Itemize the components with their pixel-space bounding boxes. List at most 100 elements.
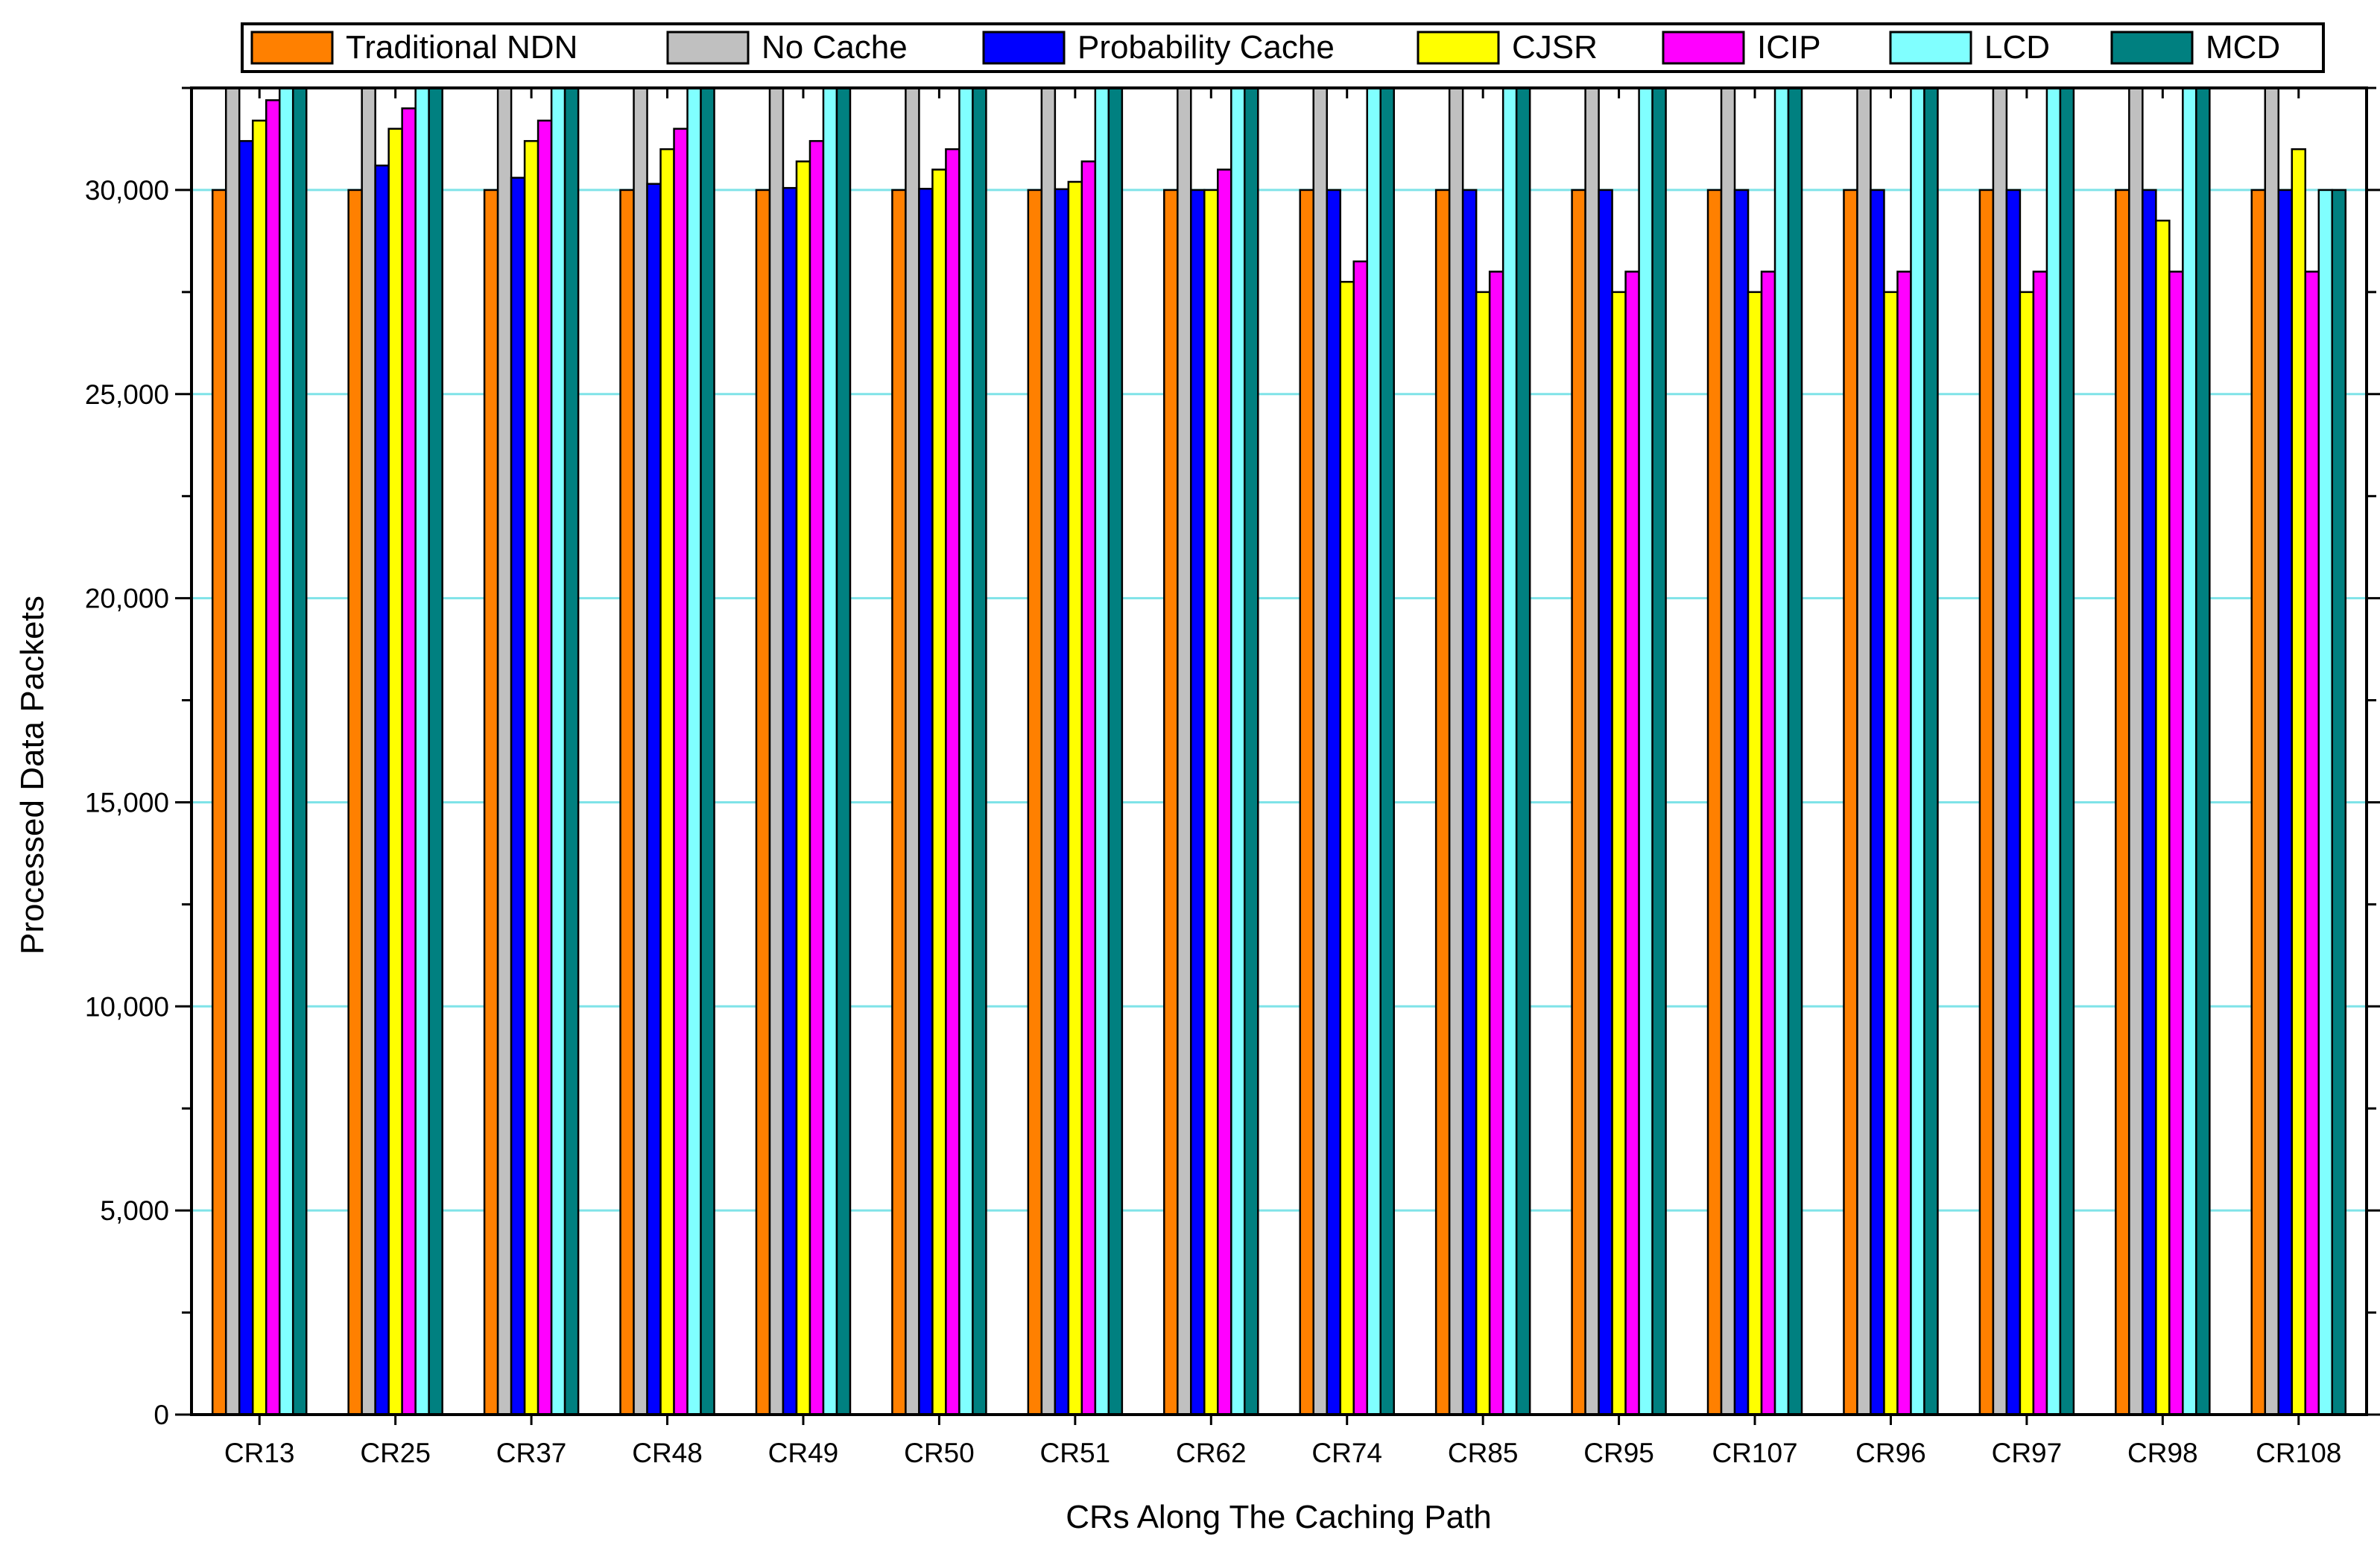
x-tick-label: CR74: [1311, 1438, 1382, 1468]
bar-cjsr-cr107: [1747, 291, 1763, 1416]
axes-layer: [190, 86, 2368, 1416]
bar-no-cache-cr13: [224, 86, 241, 1416]
bar-mcd-cr48: [700, 86, 715, 1416]
bar-traditional-ndn-cr107: [1706, 189, 1723, 1416]
bar-mcd-cr107: [1787, 86, 1803, 1416]
bar-no-cache-cr85: [1448, 86, 1464, 1416]
ticks-layer: CR13 CR25 CR37 CR48 CR49 CR50 CR51 CR62 CR74 CR85…: [85, 86, 2380, 1468]
x-tick-label: CR98: [2127, 1438, 2198, 1468]
bar-traditional-ndn-cr97: [1978, 189, 1995, 1416]
bar-mcd-cr37: [563, 86, 580, 1416]
bar-traditional-ndn-cr62: [1163, 189, 1179, 1416]
bar-no-cache-cr95: [1584, 86, 1600, 1416]
bar-probability-cache-cr108: [2277, 189, 2294, 1416]
bar-probability-cache-cr107: [1733, 189, 1750, 1416]
x-tick-label: CR85: [1448, 1438, 1519, 1468]
y-tick-label: 5,000: [100, 1195, 169, 1226]
legend-swatch: [1662, 31, 1745, 65]
legend-swatch: [2110, 31, 2194, 65]
bar-mcd-cr95: [1651, 86, 1667, 1416]
bar-icip-cr107: [1760, 271, 1776, 1416]
bar-lcd-cr51: [1094, 86, 1110, 1416]
bars-layer: [211, 86, 2347, 1416]
bar-icip-cr13: [265, 99, 281, 1416]
bar-mcd-cr13: [291, 86, 308, 1416]
bar-cjsr-cr51: [1067, 180, 1083, 1416]
bar-mcd-cr51: [1107, 86, 1124, 1416]
bar-probability-cache-cr51: [1054, 188, 1070, 1416]
bar-probability-cache-cr62: [1190, 189, 1206, 1416]
x-tick-label: CR25: [360, 1438, 431, 1468]
bar-cjsr-cr95: [1611, 291, 1627, 1416]
legend-label: CJSR: [1512, 29, 1598, 66]
legend-label: No Cache: [762, 29, 908, 66]
bar-icip-cr62: [1217, 168, 1232, 1416]
bar-cjsr-cr50: [931, 168, 947, 1416]
bar-lcd-cr95: [1638, 86, 1653, 1416]
y-tick-label: 30,000: [85, 175, 169, 206]
bar-traditional-ndn-cr37: [483, 189, 499, 1416]
bar-cjsr-cr25: [387, 127, 403, 1416]
bar-traditional-ndn-cr95: [1571, 189, 1586, 1416]
bar-probability-cache-cr49: [782, 186, 798, 1416]
bar-traditional-ndn-cr50: [891, 189, 907, 1416]
bar-cjsr-cr85: [1475, 291, 1491, 1416]
x-axis-label: CRs Along The Caching Path: [1066, 1499, 1492, 1535]
bar-no-cache-cr96: [1856, 86, 1872, 1416]
bar-probability-cache-cr13: [238, 139, 254, 1416]
plot-frame: [190, 86, 2368, 1416]
bar-icip-cr51: [1080, 160, 1097, 1416]
bar-icip-cr50: [945, 148, 960, 1416]
bar-traditional-ndn-cr108: [2250, 189, 2267, 1416]
bar-mcd-cr74: [1379, 86, 1395, 1416]
bar-cjsr-cr97: [2019, 291, 2035, 1416]
legend-swatch: [1417, 31, 1500, 65]
bar-lcd-cr98: [2182, 86, 2197, 1416]
bar-cjsr-cr48: [659, 148, 675, 1416]
bar-cjsr-cr13: [251, 119, 268, 1416]
x-tick-label: CR96: [1855, 1438, 1926, 1468]
y-tick-label: 0: [154, 1400, 169, 1430]
bar-lcd-cr74: [1366, 86, 1382, 1416]
bar-probability-cache-cr48: [646, 183, 662, 1416]
bar-icip-cr98: [2168, 271, 2184, 1416]
bar-probability-cache-cr96: [1870, 189, 1885, 1416]
bar-icip-cr37: [537, 119, 553, 1416]
bar-lcd-cr107: [1773, 86, 1790, 1416]
bar-lcd-cr96: [1910, 86, 1925, 1416]
bar-no-cache-cr74: [1312, 86, 1328, 1416]
x-tick-label: CR49: [768, 1438, 839, 1468]
bar-icip-cr74: [1352, 260, 1368, 1416]
bar-lcd-cr13: [278, 86, 294, 1416]
bar-no-cache-cr98: [2128, 86, 2144, 1416]
bar-traditional-ndn-cr74: [1299, 189, 1314, 1416]
bar-icip-cr97: [2032, 271, 2048, 1416]
bar-cjsr-cr74: [1339, 280, 1355, 1416]
bar-no-cache-cr37: [496, 86, 513, 1416]
bar-mcd-cr96: [1923, 86, 1939, 1416]
bar-no-cache-cr108: [2264, 86, 2280, 1416]
bar-lcd-cr108: [2317, 189, 2334, 1416]
bar-traditional-ndn-cr51: [1027, 189, 1043, 1416]
bar-probability-cache-cr98: [2142, 189, 2157, 1416]
bar-icip-cr48: [673, 127, 689, 1416]
x-tick-label: CR13: [224, 1438, 295, 1468]
bar-probability-cache-cr25: [374, 164, 390, 1416]
bar-lcd-cr97: [2045, 86, 2062, 1416]
bar-cjsr-cr96: [1883, 291, 1899, 1416]
legend-swatch: [1889, 31, 1972, 65]
bar-mcd-cr62: [1244, 86, 1259, 1416]
bar-lcd-cr37: [550, 86, 566, 1416]
bar-traditional-ndn-cr49: [755, 189, 771, 1416]
bar-lcd-cr25: [414, 86, 430, 1416]
bar-mcd-cr108: [2331, 189, 2347, 1416]
x-tick-label: CR95: [1583, 1438, 1654, 1468]
bar-probability-cache-cr37: [510, 177, 526, 1416]
bar-no-cache-cr97: [1992, 86, 2008, 1416]
bar-no-cache-cr51: [1040, 86, 1057, 1416]
bar-traditional-ndn-cr48: [619, 189, 635, 1416]
x-tick-label: CR62: [1176, 1438, 1247, 1468]
bar-probability-cache-cr74: [1326, 189, 1341, 1416]
bar-traditional-ndn-cr96: [1843, 189, 1858, 1416]
